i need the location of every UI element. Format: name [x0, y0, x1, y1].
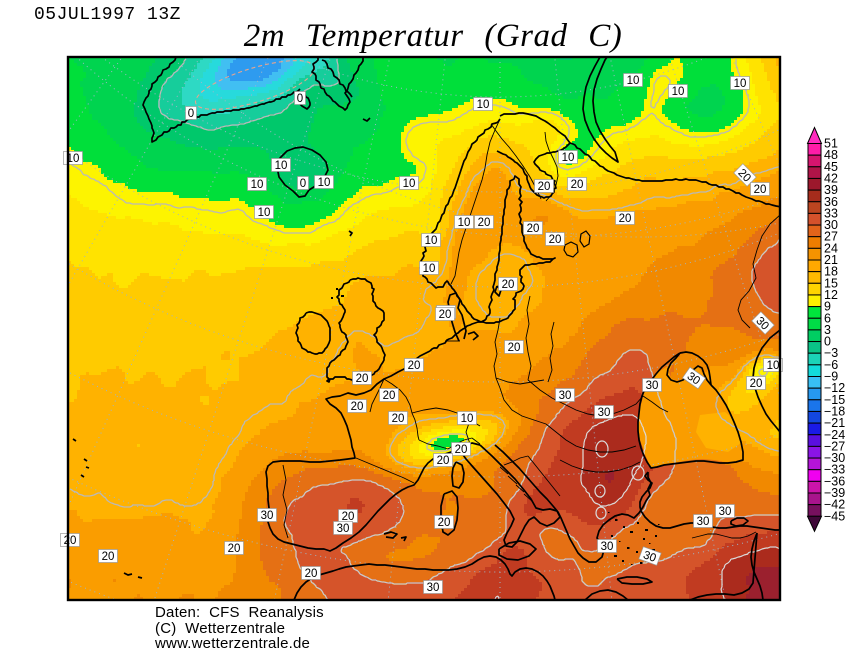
- svg-text:10: 10: [425, 235, 438, 247]
- svg-text:−42: −42: [824, 498, 845, 512]
- svg-text:−3: −3: [824, 346, 838, 360]
- svg-text:3: 3: [824, 323, 831, 337]
- svg-text:20: 20: [502, 279, 515, 291]
- svg-text:20: 20: [439, 309, 452, 321]
- svg-text:20: 20: [356, 373, 369, 385]
- svg-text:10: 10: [423, 263, 436, 275]
- svg-text:20: 20: [102, 551, 115, 563]
- svg-text:10: 10: [672, 86, 685, 98]
- svg-text:30: 30: [642, 549, 658, 565]
- svg-text:9: 9: [824, 300, 831, 314]
- svg-text:20: 20: [619, 213, 632, 225]
- svg-text:10: 10: [461, 413, 474, 425]
- svg-text:30: 30: [697, 516, 710, 528]
- svg-text:0: 0: [824, 335, 831, 349]
- svg-text:20: 20: [455, 444, 468, 456]
- svg-text:20: 20: [571, 179, 584, 191]
- svg-text:48: 48: [824, 148, 838, 162]
- svg-text:30: 30: [824, 218, 838, 232]
- svg-text:10: 10: [627, 75, 640, 87]
- svg-text:30: 30: [601, 541, 614, 553]
- svg-text:20: 20: [549, 234, 562, 246]
- svg-text:20: 20: [408, 360, 421, 372]
- svg-text:20: 20: [228, 543, 241, 555]
- svg-text:10: 10: [562, 152, 575, 164]
- svg-text:−39: −39: [824, 486, 845, 500]
- svg-text:−9: −9: [824, 370, 838, 384]
- svg-text:12: 12: [824, 288, 838, 302]
- svg-text:10: 10: [734, 78, 747, 90]
- svg-text:20: 20: [438, 517, 451, 529]
- svg-text:20: 20: [508, 342, 521, 354]
- svg-text:10: 10: [403, 178, 416, 190]
- svg-text:−15: −15: [824, 393, 845, 407]
- svg-text:20: 20: [754, 184, 767, 196]
- svg-text:20: 20: [351, 401, 364, 413]
- svg-text:−6: −6: [824, 358, 838, 372]
- svg-text:20: 20: [392, 413, 405, 425]
- svg-text:30: 30: [427, 582, 440, 594]
- svg-text:−33: −33: [824, 463, 845, 477]
- svg-text:0: 0: [188, 108, 194, 120]
- svg-text:20: 20: [750, 378, 763, 390]
- svg-text:20: 20: [305, 568, 318, 580]
- svg-text:10: 10: [458, 217, 471, 229]
- svg-text:36: 36: [824, 195, 838, 209]
- svg-text:10: 10: [258, 207, 271, 219]
- svg-text:30: 30: [261, 510, 274, 522]
- svg-text:45: 45: [824, 160, 838, 174]
- svg-text:30: 30: [719, 506, 732, 518]
- svg-text:15: 15: [824, 276, 838, 290]
- svg-text:−45: −45: [824, 509, 845, 523]
- svg-text:39: 39: [824, 183, 838, 197]
- svg-text:20: 20: [437, 455, 450, 467]
- svg-text:−12: −12: [824, 381, 845, 395]
- svg-text:30: 30: [646, 380, 659, 392]
- svg-text:30: 30: [337, 523, 350, 535]
- svg-text:−27: −27: [824, 439, 845, 453]
- svg-text:10: 10: [251, 179, 264, 191]
- svg-text:10: 10: [67, 153, 80, 165]
- svg-text:−24: −24: [824, 428, 845, 442]
- svg-text:20: 20: [538, 181, 551, 193]
- svg-text:42: 42: [824, 171, 838, 185]
- svg-text:20: 20: [478, 217, 491, 229]
- svg-text:0: 0: [297, 93, 303, 105]
- svg-text:−30: −30: [824, 451, 845, 465]
- svg-text:10: 10: [275, 160, 288, 172]
- svg-text:−36: −36: [824, 474, 845, 488]
- svg-text:20: 20: [64, 535, 77, 547]
- svg-text:30: 30: [559, 390, 572, 402]
- svg-text:−21: −21: [824, 416, 845, 430]
- svg-text:6: 6: [824, 311, 831, 325]
- svg-text:18: 18: [824, 265, 838, 279]
- svg-text:10: 10: [767, 360, 780, 372]
- svg-text:21: 21: [824, 253, 838, 267]
- svg-text:20: 20: [383, 390, 396, 402]
- svg-text:27: 27: [824, 230, 838, 244]
- svg-text:24: 24: [824, 241, 838, 255]
- svg-text:10: 10: [318, 177, 331, 189]
- svg-text:10: 10: [477, 99, 490, 111]
- svg-text:−18: −18: [824, 404, 845, 418]
- svg-text:51: 51: [824, 137, 838, 151]
- svg-text:33: 33: [824, 206, 838, 220]
- svg-text:20: 20: [342, 511, 355, 523]
- svg-text:20: 20: [527, 223, 540, 235]
- svg-text:30: 30: [598, 407, 611, 419]
- svg-text:0: 0: [300, 178, 306, 190]
